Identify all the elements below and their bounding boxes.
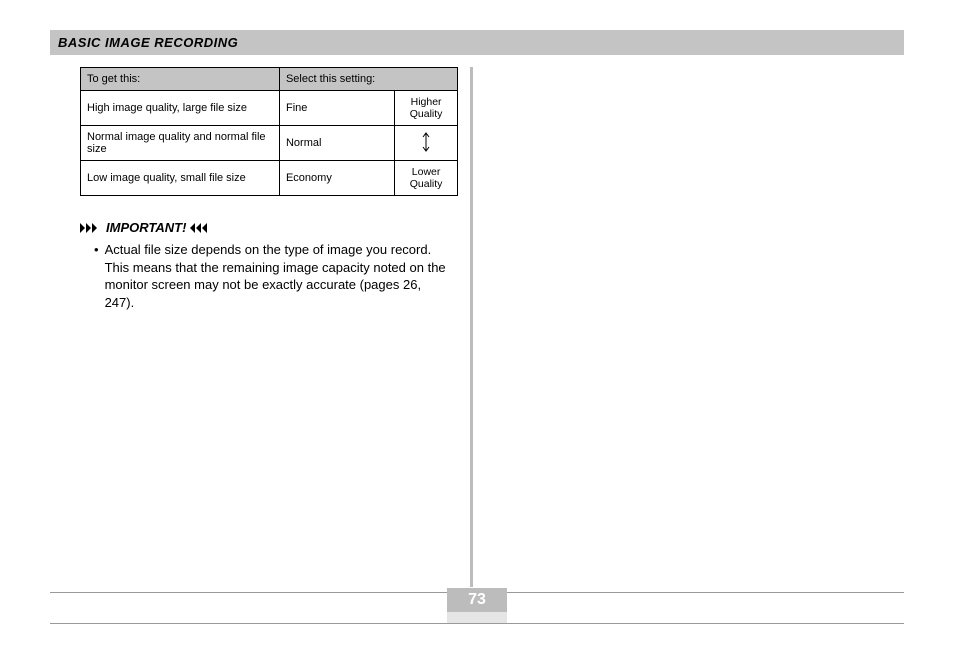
table-cell-desc: High image quality, large file size — [81, 91, 280, 126]
important-heading: IMPORTANT! — [80, 220, 454, 235]
table-cell-setting: Economy — [279, 161, 394, 196]
page-footer: 73 — [50, 592, 904, 624]
table-cell-setting: Normal — [279, 126, 394, 161]
bullet-icon: • — [94, 241, 99, 311]
updown-arrow-icon — [421, 132, 431, 154]
table-cell-note: Lower Quality — [395, 161, 458, 196]
table-cell-note: Higher Quality — [395, 91, 458, 126]
important-label: IMPORTANT! — [106, 220, 186, 235]
table-header-cell: Select this setting: — [279, 68, 457, 91]
table-cell-desc: Low image quality, small file size — [81, 161, 280, 196]
important-bullet-list: • Actual file size depends on the type o… — [94, 241, 454, 311]
backward-marker-icon — [190, 222, 212, 234]
page-number: 73 — [468, 591, 486, 609]
quality-settings-table: To get this: Select this setting: High i… — [80, 67, 458, 196]
list-item: • Actual file size depends on the type o… — [94, 241, 454, 311]
footer-rule — [50, 623, 904, 624]
table-cell-desc: Normal image quality and normal file siz… — [81, 126, 280, 161]
table-row: Low image quality, small file size Econo… — [81, 161, 458, 196]
table-header-cell: To get this: — [81, 68, 280, 91]
right-column — [473, 67, 904, 587]
content-area: To get this: Select this setting: High i… — [50, 67, 904, 587]
table-row: Normal image quality and normal file siz… — [81, 126, 458, 161]
page-number-badge: 73 — [447, 588, 507, 624]
table-header-row: To get this: Select this setting: — [81, 68, 458, 91]
left-column: To get this: Select this setting: High i… — [50, 67, 470, 587]
forward-marker-icon — [80, 222, 102, 234]
table-cell-arrow — [395, 126, 458, 161]
section-header: BASIC IMAGE RECORDING — [50, 30, 904, 55]
table-cell-setting: Fine — [279, 91, 394, 126]
table-row: High image quality, large file size Fine… — [81, 91, 458, 126]
list-item-text: Actual file size depends on the type of … — [105, 241, 454, 311]
